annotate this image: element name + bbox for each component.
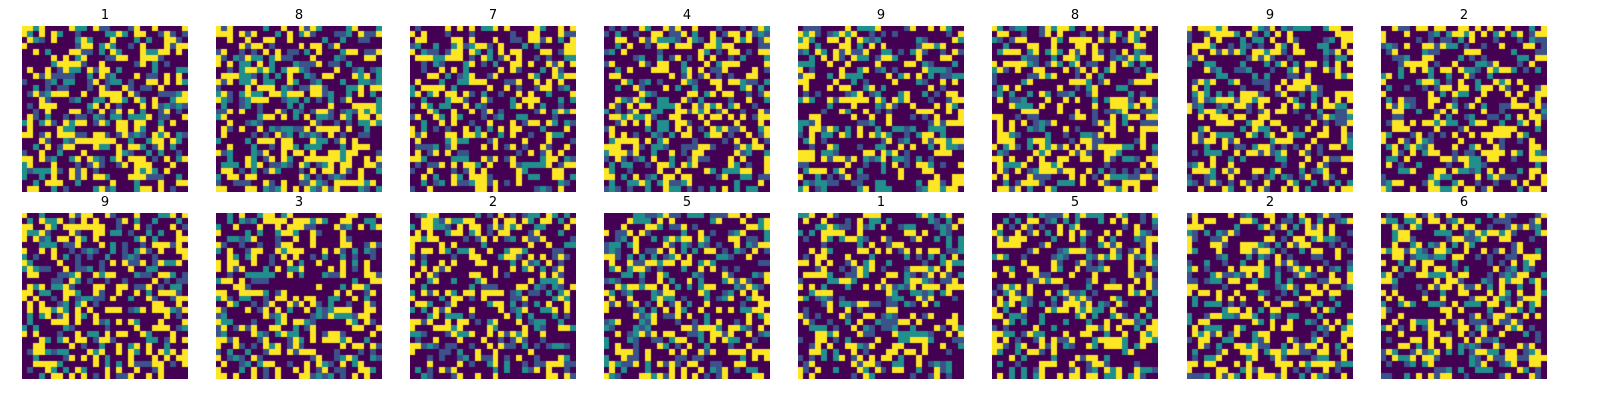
- heatmap-panel: 5: [992, 196, 1158, 379]
- heatmap-image: [22, 213, 188, 379]
- heatmap-panel: 4: [604, 9, 770, 192]
- panel-title: 1: [100, 8, 110, 23]
- panel-title: 8: [294, 8, 304, 23]
- panel-title: 2: [488, 195, 498, 210]
- heatmap-image: [22, 26, 188, 192]
- heatmap-image: [604, 213, 770, 379]
- heatmap-panel: 7: [410, 9, 576, 192]
- heatmap-image: [604, 26, 770, 192]
- heatmap-image: [410, 26, 576, 192]
- panel-title: 2: [1265, 195, 1275, 210]
- heatmap-panel: 9: [1187, 9, 1353, 192]
- panel-title: 7: [488, 8, 498, 23]
- heatmap-image: [1381, 213, 1547, 379]
- heatmap-panel: 8: [216, 9, 382, 192]
- panel-title: 6: [1459, 195, 1469, 210]
- heatmap-panel: 3: [216, 196, 382, 379]
- heatmap-panel: 8: [992, 9, 1158, 192]
- heatmap-image: [1187, 213, 1353, 379]
- heatmap-panel: 1: [22, 9, 188, 192]
- heatmap-panel: 6: [1381, 196, 1547, 379]
- panel-title: 4: [682, 8, 692, 23]
- panel-title: 9: [1265, 8, 1275, 23]
- panel-title: 1: [876, 195, 886, 210]
- heatmap-image: [1187, 26, 1353, 192]
- heatmap-panel: 9: [798, 9, 964, 192]
- heatmap-image: [798, 213, 964, 379]
- heatmap-image: [798, 26, 964, 192]
- panel-title: 9: [100, 195, 110, 210]
- heatmap-panel: 5: [604, 196, 770, 379]
- heatmap-panel: 2: [410, 196, 576, 379]
- heatmap-image: [992, 26, 1158, 192]
- panel-title: 5: [1070, 195, 1080, 210]
- panel-title: 3: [294, 195, 304, 210]
- heatmap-panel: 9: [22, 196, 188, 379]
- heatmap-image: [216, 26, 382, 192]
- heatmap-panel: 2: [1381, 9, 1547, 192]
- panel-title: 2: [1459, 8, 1469, 23]
- heatmap-panel: 2: [1187, 196, 1353, 379]
- heatmap-image: [1381, 26, 1547, 192]
- panel-title: 9: [876, 8, 886, 23]
- panel-title: 5: [682, 195, 692, 210]
- heatmap-image: [410, 213, 576, 379]
- heatmap-image: [992, 213, 1158, 379]
- heatmap-image: [216, 213, 382, 379]
- panel-title: 8: [1070, 8, 1080, 23]
- heatmap-panel: 1: [798, 196, 964, 379]
